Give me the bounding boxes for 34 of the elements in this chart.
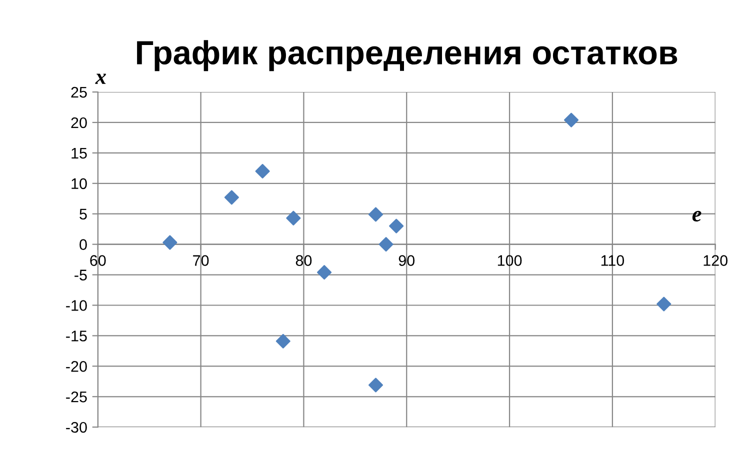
- x-tick-label: 100: [498, 255, 522, 266]
- y-tick-label: 20: [71, 117, 87, 128]
- y-tick-label: -15: [66, 330, 87, 342]
- point: [162, 235, 178, 250]
- y-tick-label: -30: [66, 422, 87, 433]
- x-tick-label: 120: [704, 255, 728, 266]
- x-tick-label: 60: [90, 255, 106, 266]
- x-axis-title: e: [692, 210, 702, 222]
- point: [656, 296, 672, 312]
- point: [378, 237, 394, 252]
- y-tick-label: -20: [66, 361, 87, 372]
- y-axis-title: x: [95, 74, 106, 84]
- y-tick-label: -10: [66, 300, 87, 311]
- chart-title: График распределения остатков: [137, 40, 678, 72]
- y-tick-label: -5: [74, 270, 87, 280]
- y-tick-label: 15: [72, 148, 87, 159]
- y-tick-label: 25: [71, 86, 87, 98]
- x-tick-label: 90: [398, 255, 415, 266]
- point: [317, 265, 332, 280]
- point: [389, 218, 404, 234]
- y-tick-label: -25: [66, 392, 87, 402]
- y-tick-label: 0: [80, 239, 87, 250]
- point: [564, 112, 579, 128]
- point: [286, 210, 301, 226]
- point: [255, 164, 270, 178]
- y-tick-label: 5: [80, 208, 87, 220]
- point: [224, 190, 239, 205]
- x-tick-label: 110: [601, 255, 624, 266]
- x-tick-label: 70: [193, 255, 209, 266]
- point: [368, 207, 384, 222]
- point: [368, 378, 384, 392]
- y-tick-label: 10: [72, 178, 87, 190]
- x-tick-label: 80: [296, 255, 312, 266]
- point: [276, 334, 290, 348]
